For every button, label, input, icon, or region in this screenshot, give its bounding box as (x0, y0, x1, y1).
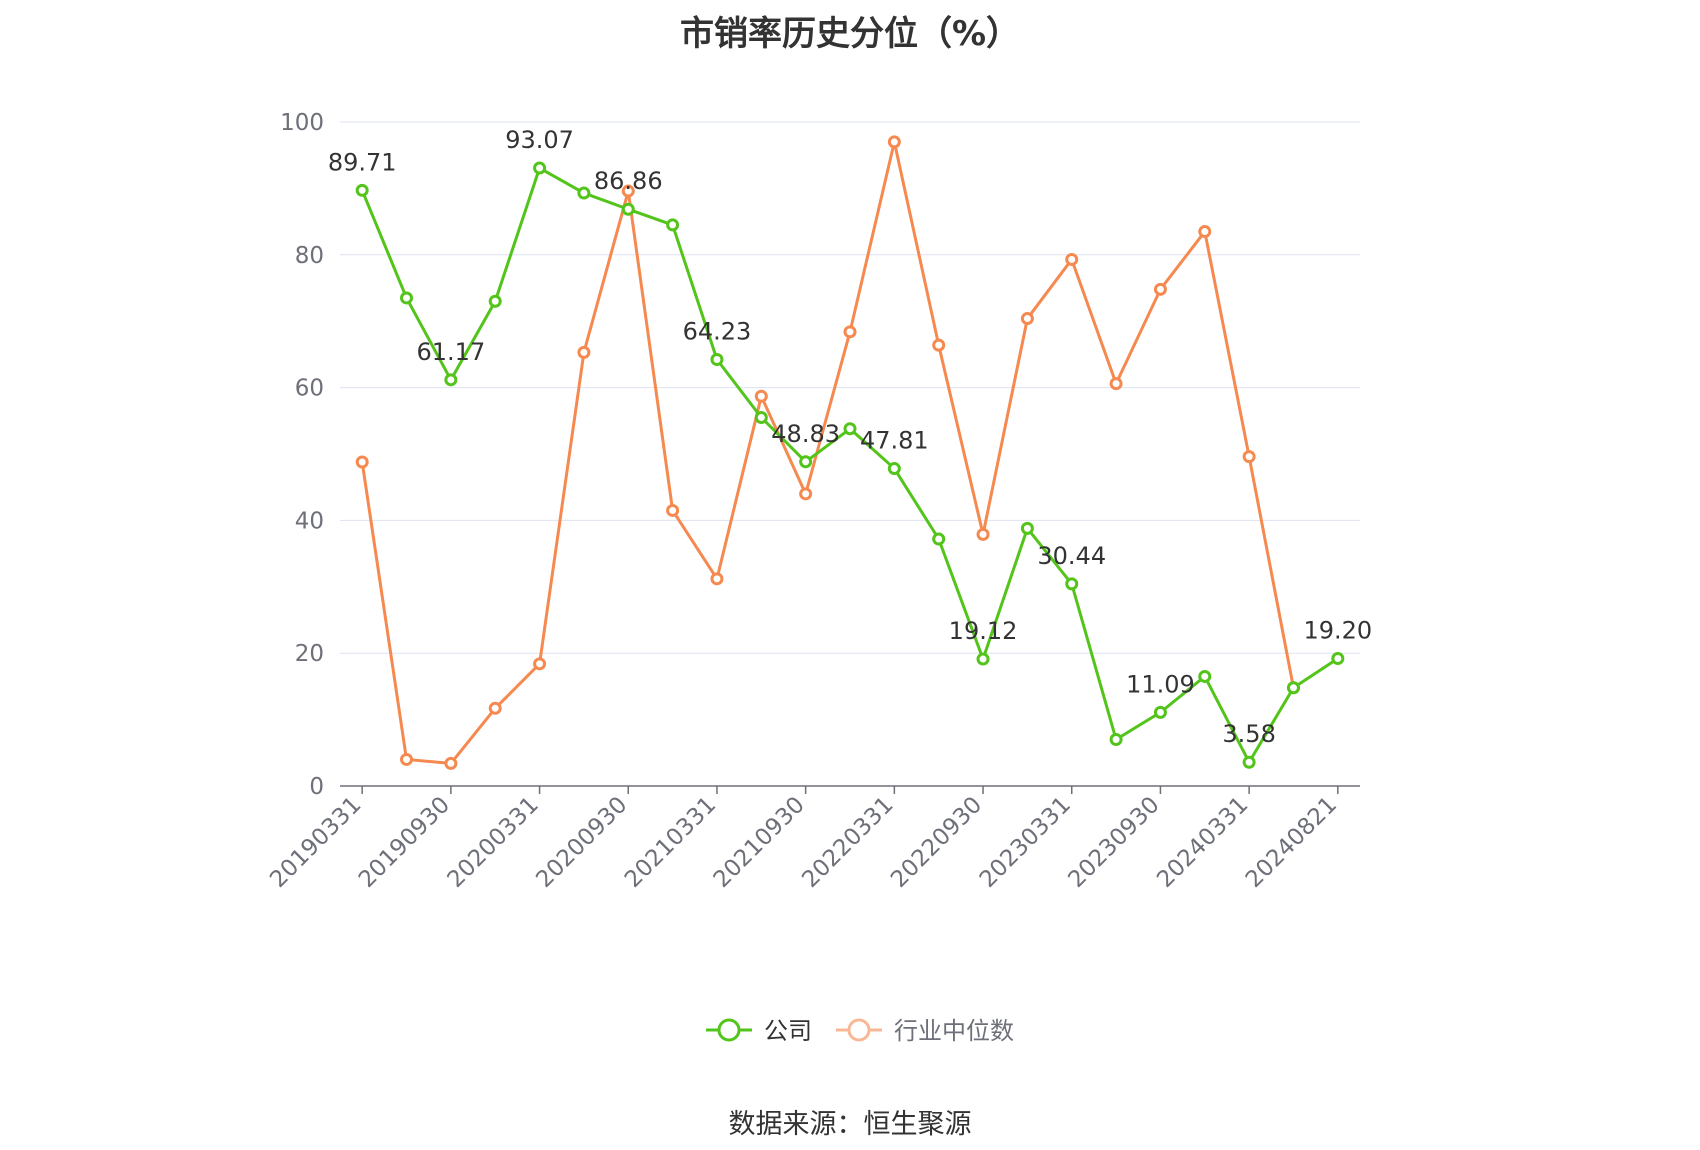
x-tick-label: 20200930 (531, 792, 632, 893)
data-label: 86.86 (594, 167, 663, 195)
y-tick-label: 60 (295, 376, 324, 402)
x-tick-label: 20240331 (1152, 792, 1253, 893)
data-point-industry (533, 657, 547, 671)
data-point-industry (887, 135, 901, 149)
data-point-industry (843, 325, 857, 339)
legend-label: 行业中位数 (894, 1017, 1014, 1045)
data-point-industry (1242, 450, 1256, 464)
data-point-industry (1153, 282, 1167, 296)
x-tick-label: 20210331 (620, 792, 721, 893)
data-point-company (1286, 681, 1300, 695)
x-tick-label: 20200331 (443, 792, 544, 893)
data-point-company (887, 462, 901, 476)
data-source: 数据来源：恒生聚源 (728, 1109, 972, 1140)
data-point-industry (1065, 252, 1079, 266)
data-label: 19.20 (1303, 617, 1372, 645)
data-label: 64.23 (683, 318, 752, 346)
data-point-company (1065, 577, 1079, 591)
x-tick-label: 20230331 (975, 792, 1076, 893)
y-tick-label: 100 (280, 110, 324, 136)
data-label: 93.07 (505, 126, 574, 154)
data-point-industry (1109, 377, 1123, 391)
legend-label: 公司 (764, 1017, 812, 1045)
data-point-company (843, 422, 857, 436)
y-tick-label: 40 (295, 508, 324, 534)
data-point-company (710, 353, 724, 367)
x-tick-label: 20220930 (886, 792, 987, 893)
data-point-company (1242, 755, 1256, 769)
x-tick-label: 20220331 (797, 792, 898, 893)
data-point-company (1331, 652, 1345, 666)
data-label: 48.83 (771, 420, 840, 448)
data-point-industry (799, 487, 813, 501)
chart-title: 市销率历史分位（%） (679, 14, 1021, 54)
y-tick-label: 0 (309, 774, 324, 800)
data-point-industry (488, 701, 502, 715)
data-point-company (488, 294, 502, 308)
data-point-industry (577, 345, 591, 359)
data-point-company (932, 532, 946, 546)
data-point-company (355, 183, 369, 197)
legend-marker (847, 1018, 871, 1042)
data-point-company (1020, 521, 1034, 535)
series-line-industry (360, 140, 1295, 765)
data-point-industry (932, 338, 946, 352)
legend-marker (717, 1018, 741, 1042)
x-tick-label: 20210930 (709, 792, 810, 893)
data-label: 47.81 (860, 427, 929, 455)
data-point-company (976, 652, 990, 666)
data-point-industry (444, 756, 458, 770)
data-point-industry (400, 752, 414, 766)
data-label: 30.44 (1037, 542, 1106, 570)
y-tick-label: 80 (295, 243, 324, 269)
data-point-company (1153, 705, 1167, 719)
data-point-company (533, 161, 547, 175)
data-point-company (754, 410, 768, 424)
data-point-industry (1020, 312, 1034, 326)
x-tick-label: 20190930 (354, 792, 455, 893)
data-point-industry (1198, 225, 1212, 239)
x-tick-label: 20190331 (265, 792, 366, 893)
data-point-company (400, 291, 414, 305)
data-point-industry (621, 184, 635, 198)
data-point-industry (355, 455, 369, 469)
data-point-industry (710, 572, 724, 586)
x-tick-label: 20240821 (1241, 792, 1342, 893)
data-point-industry (754, 389, 768, 403)
y-tick-label: 20 (295, 641, 324, 667)
data-point-company (1109, 733, 1123, 747)
data-point-industry (976, 527, 990, 541)
data-label: 3.58 (1222, 720, 1275, 748)
data-point-company (1198, 669, 1212, 683)
data-label: 11.09 (1126, 670, 1195, 698)
x-tick-label: 20230930 (1064, 792, 1165, 893)
data-label: 61.17 (417, 338, 486, 366)
data-point-company (444, 373, 458, 387)
data-point-company (577, 186, 591, 200)
data-point-industry (666, 503, 680, 517)
data-point-company (621, 202, 635, 216)
data-point-company (799, 455, 813, 469)
data-label: 19.12 (949, 617, 1018, 645)
data-point-company (666, 218, 680, 232)
data-label: 89.71 (328, 148, 397, 176)
